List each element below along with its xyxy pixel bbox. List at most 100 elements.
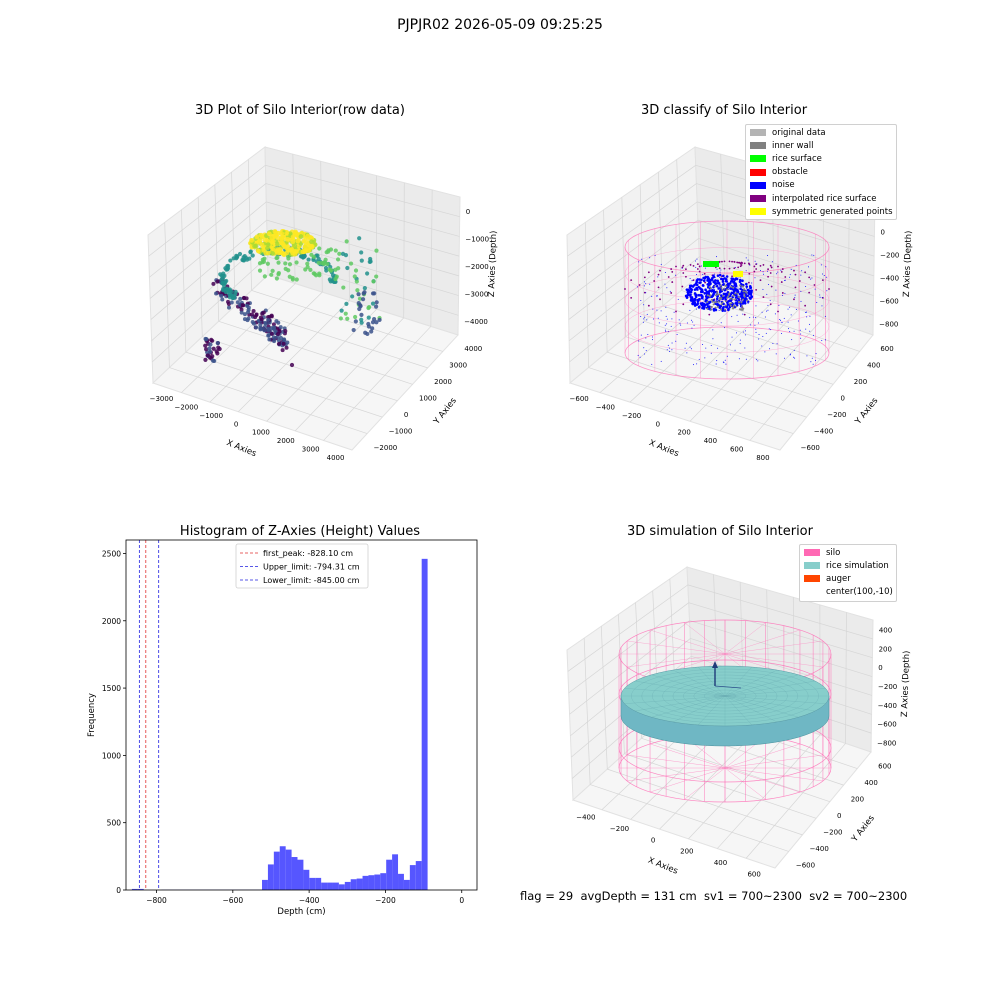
interpolated-point bbox=[643, 291, 646, 294]
histogram-bar bbox=[338, 884, 345, 890]
noise-point bbox=[689, 309, 691, 311]
data-point bbox=[260, 311, 265, 316]
interpolated-point bbox=[653, 280, 656, 282]
histogram-bar bbox=[392, 854, 399, 890]
z-tick-label: 0 bbox=[878, 664, 882, 672]
noise-point bbox=[787, 328, 789, 330]
grid-line bbox=[568, 602, 689, 694]
noise-point bbox=[712, 293, 715, 296]
data-point bbox=[283, 328, 288, 333]
noise-point bbox=[744, 334, 746, 336]
noise-point bbox=[721, 283, 725, 286]
noise-point bbox=[799, 329, 801, 331]
noise-point bbox=[745, 282, 748, 286]
data-point bbox=[252, 243, 258, 249]
grid-line bbox=[749, 326, 849, 441]
data-point bbox=[371, 279, 376, 284]
noise-point bbox=[781, 294, 783, 296]
data-point bbox=[338, 316, 343, 321]
noise-point bbox=[749, 264, 751, 266]
data-point bbox=[294, 260, 299, 265]
noise-point bbox=[728, 288, 730, 290]
noise-point bbox=[691, 279, 693, 281]
z-tick-label: 400 bbox=[879, 626, 892, 634]
legend-swatch bbox=[750, 195, 766, 203]
data-point bbox=[205, 353, 211, 358]
inner-wall-point bbox=[724, 300, 727, 303]
noise-point bbox=[813, 254, 815, 256]
interpolated-point bbox=[696, 263, 699, 266]
noise-point bbox=[660, 360, 662, 362]
inner-wall-point bbox=[709, 287, 712, 290]
silo-ring bbox=[624, 273, 830, 327]
histogram-title: Histogram of Z-Axies (Height) Values bbox=[179, 524, 421, 539]
interpolated-point bbox=[767, 268, 769, 271]
grid-line bbox=[403, 182, 405, 318]
data-point bbox=[216, 345, 221, 350]
legend-entry: inner wall bbox=[746, 139, 896, 152]
noise-point bbox=[766, 310, 768, 312]
data-point bbox=[265, 238, 271, 244]
interpolated-point bbox=[728, 267, 731, 270]
histogram-bar bbox=[421, 558, 428, 890]
noise-point bbox=[784, 279, 786, 281]
y-tick-label: 0 bbox=[841, 395, 845, 403]
noise-point bbox=[695, 308, 697, 310]
noise-point bbox=[715, 297, 719, 301]
noise-point bbox=[725, 275, 729, 278]
data-point bbox=[306, 257, 311, 262]
noise-point bbox=[805, 311, 807, 313]
interpolated-point bbox=[728, 260, 731, 263]
noise-point bbox=[708, 289, 712, 293]
data-point bbox=[203, 343, 208, 348]
noise-point bbox=[754, 277, 756, 279]
x-tick-label: −600 bbox=[223, 896, 244, 905]
noise-point bbox=[794, 297, 796, 299]
inner-wall-point bbox=[741, 298, 744, 301]
data-point bbox=[219, 273, 224, 279]
data-point bbox=[241, 255, 246, 260]
interpolated-point bbox=[692, 264, 695, 267]
noise-point bbox=[754, 260, 756, 262]
interpolated-point bbox=[682, 264, 685, 267]
inner-wall-point bbox=[745, 299, 748, 302]
legend-entry: symmetric generated points bbox=[746, 205, 896, 218]
data-point bbox=[272, 339, 277, 344]
grid-line bbox=[218, 320, 413, 385]
grid-line bbox=[202, 336, 398, 402]
grid-line bbox=[618, 614, 625, 754]
noise-point bbox=[749, 290, 753, 293]
data-point bbox=[298, 254, 304, 259]
grid-line bbox=[265, 164, 460, 218]
silo-roof-spoke bbox=[649, 629, 726, 655]
interpolated-point bbox=[780, 281, 783, 283]
noise-point bbox=[740, 290, 744, 294]
interpolated-point bbox=[670, 268, 673, 270]
interpolated-point bbox=[794, 273, 797, 276]
data-point bbox=[269, 234, 275, 240]
noise-point bbox=[726, 303, 730, 306]
noise-point bbox=[695, 279, 699, 282]
noise-point bbox=[705, 303, 708, 306]
noise-point bbox=[695, 288, 699, 291]
z-axis-label: Z Axies (Depth) bbox=[902, 230, 914, 297]
histogram-bar bbox=[368, 875, 375, 890]
histogram-bar bbox=[380, 873, 387, 890]
noise-point bbox=[787, 321, 789, 323]
grid-line bbox=[348, 168, 350, 301]
noise-point bbox=[810, 278, 812, 280]
silo-floor-spoke bbox=[627, 754, 726, 769]
noise-point bbox=[652, 318, 654, 320]
data-point bbox=[372, 317, 377, 322]
noise-point bbox=[720, 322, 722, 324]
data-point bbox=[267, 314, 272, 319]
plot-frame bbox=[125, 539, 478, 891]
interpolated-point bbox=[793, 269, 795, 272]
inner-wall-point bbox=[719, 284, 722, 287]
noise-point bbox=[776, 273, 778, 275]
grid-line bbox=[266, 309, 377, 422]
legend-label: first_peak: -828.10 cm bbox=[263, 549, 353, 558]
y-tick-label: −200 bbox=[827, 411, 846, 419]
data-point bbox=[229, 300, 234, 305]
noise-point bbox=[705, 290, 709, 294]
